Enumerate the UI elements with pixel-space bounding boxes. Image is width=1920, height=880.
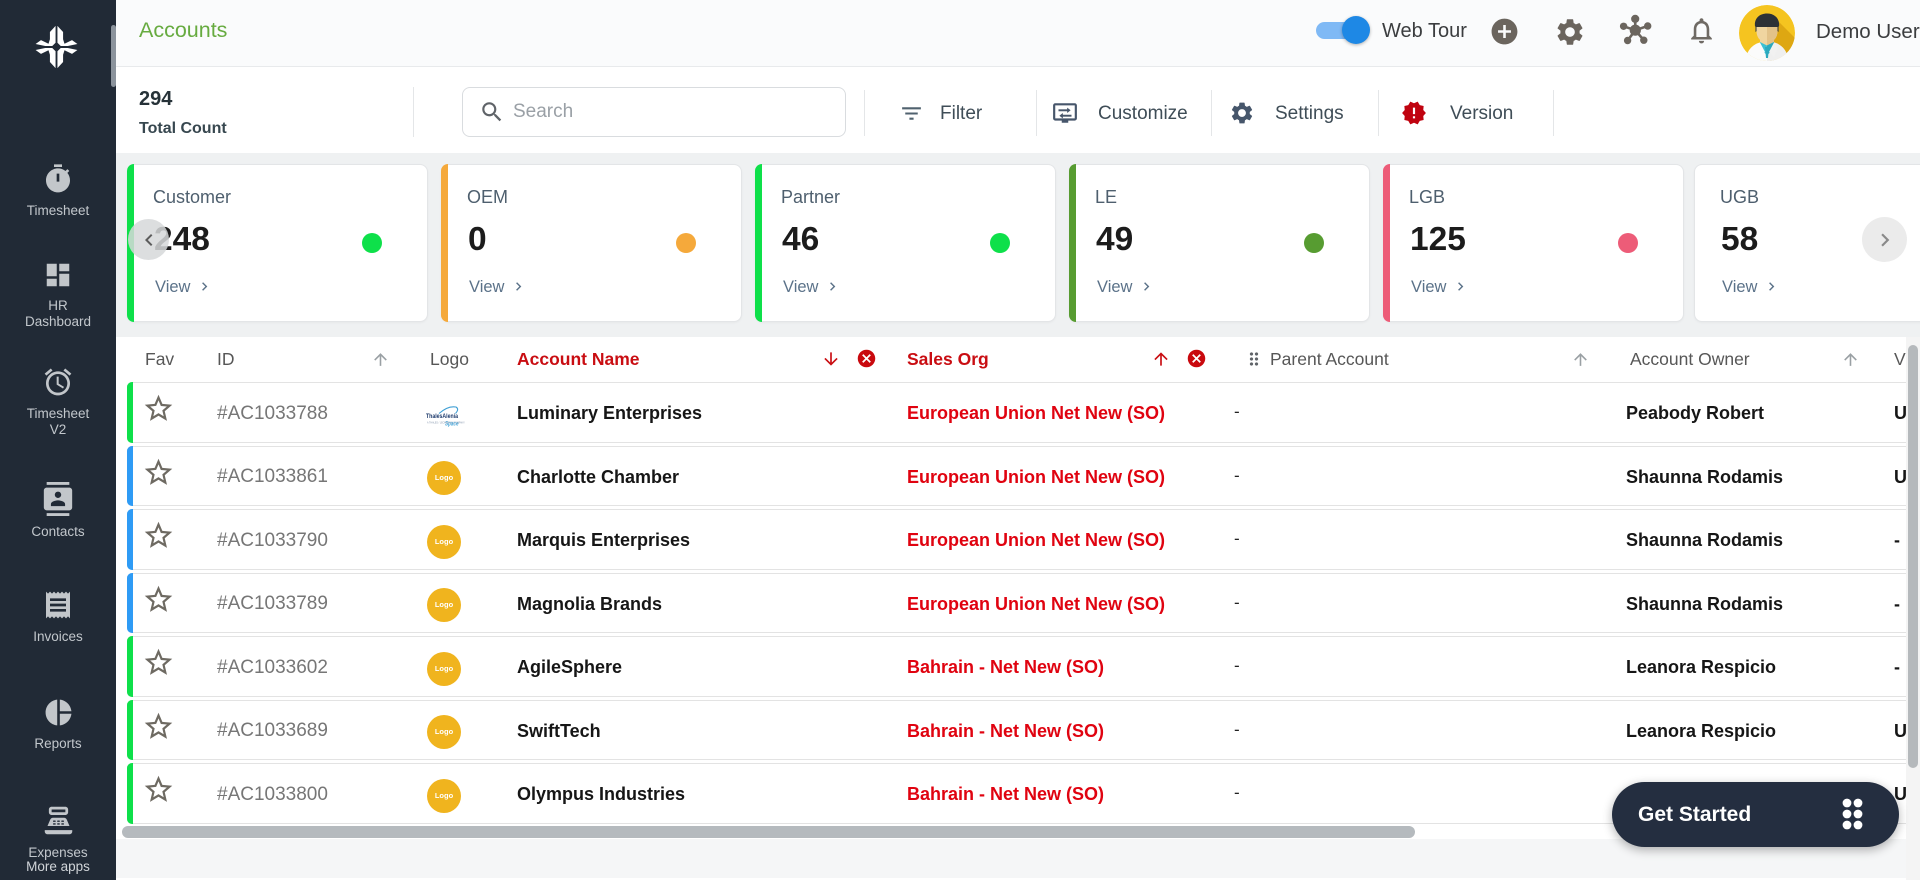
svg-text:Space: Space: [445, 421, 459, 428]
svg-text:ThalesAlenia: ThalesAlenia: [426, 414, 459, 420]
svg-text:A THALES / LEONARDO COMPANY: A THALES / LEONARDO COMPANY: [427, 422, 465, 425]
